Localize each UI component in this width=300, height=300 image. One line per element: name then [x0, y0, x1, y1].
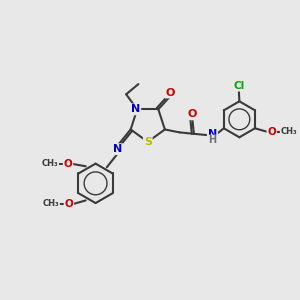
Text: S: S: [144, 137, 152, 148]
Text: O: O: [64, 159, 72, 169]
Text: N: N: [131, 104, 140, 114]
Text: CH₃: CH₃: [43, 200, 59, 208]
Text: CH₃: CH₃: [42, 160, 58, 169]
Text: N: N: [113, 144, 122, 154]
Text: CH₃: CH₃: [280, 127, 297, 136]
Text: O: O: [64, 199, 73, 209]
Text: O: O: [165, 88, 175, 98]
Text: H: H: [208, 136, 217, 146]
Text: O: O: [267, 127, 276, 137]
Text: Cl: Cl: [233, 81, 244, 91]
Text: O: O: [188, 110, 197, 119]
Text: N: N: [208, 129, 217, 139]
